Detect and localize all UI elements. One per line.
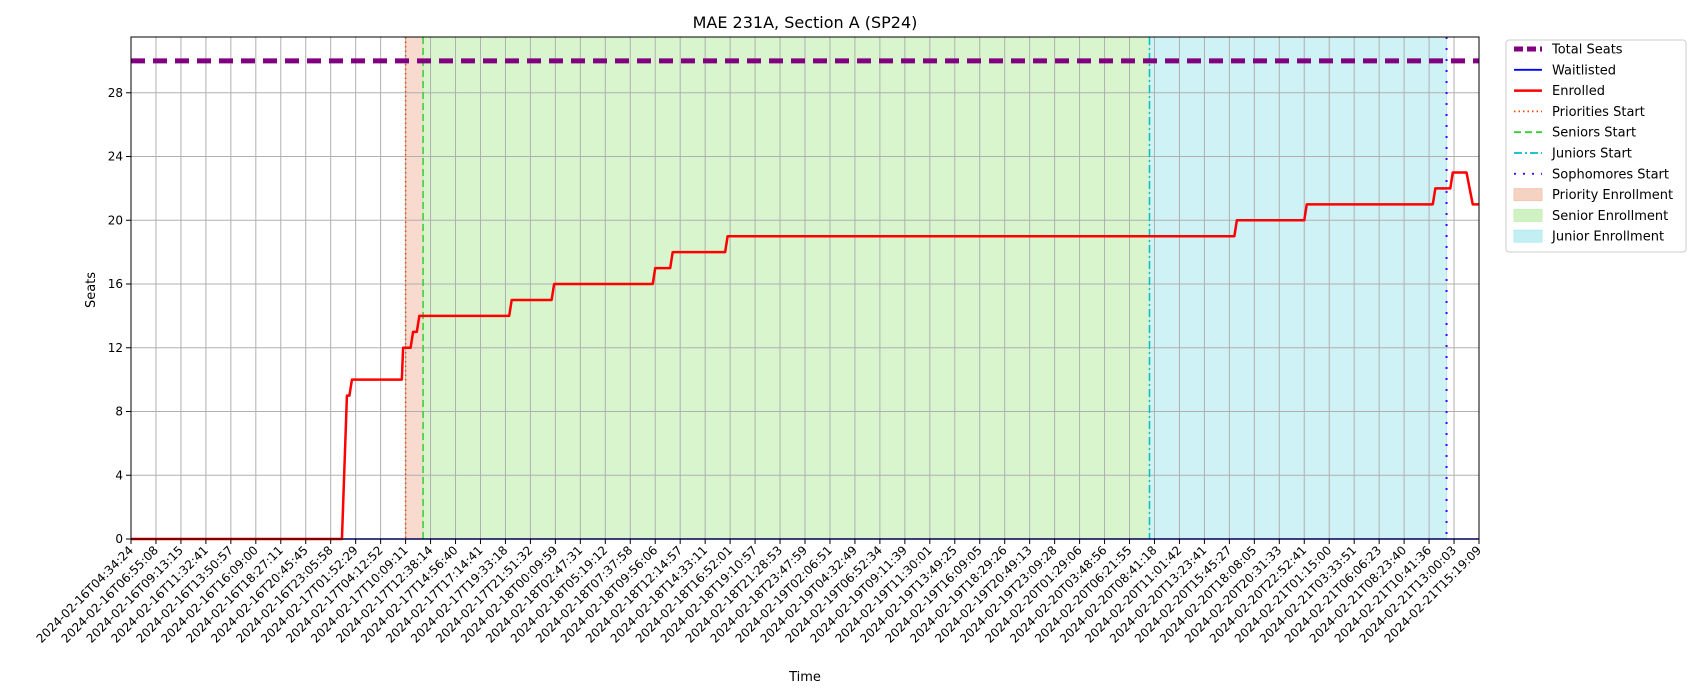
legend-label: Junior Enrollment xyxy=(1551,230,1664,245)
legend-label: Senior Enrollment xyxy=(1552,209,1668,224)
legend-label: Seniors Start xyxy=(1552,126,1636,141)
legend-swatch xyxy=(1513,188,1543,202)
legend-label: Priority Enrollment xyxy=(1552,188,1673,203)
y-tick-label: 28 xyxy=(108,86,123,100)
y-tick-label: 16 xyxy=(108,277,123,291)
x-axis-label: Time xyxy=(788,670,821,685)
legend-label: Enrolled xyxy=(1552,84,1605,99)
y-tick-label: 20 xyxy=(108,213,123,227)
chart-title: MAE 231A, Section A (SP24) xyxy=(693,13,918,32)
legend-box xyxy=(1505,39,1687,253)
y-tick-label: 8 xyxy=(115,405,123,419)
y-tick-label: 24 xyxy=(108,150,123,164)
y-tick-label: 12 xyxy=(108,341,123,355)
legend-label: Juniors Start xyxy=(1551,147,1632,162)
y-axis-label: Seats xyxy=(84,272,99,308)
legend-label: Sophomores Start xyxy=(1552,167,1669,182)
legend-label: Waitlisted xyxy=(1552,63,1616,78)
period-band-1 xyxy=(422,36,1150,540)
period-band-0 xyxy=(405,36,424,540)
y-tick-label: 4 xyxy=(115,468,123,482)
legend-label: Total Seats xyxy=(1551,43,1623,58)
legend-swatch xyxy=(1513,229,1543,243)
legend-swatch xyxy=(1513,208,1543,222)
y-tick-label: 0 xyxy=(115,532,123,546)
series-line-2 xyxy=(131,171,1479,541)
period-band-2 xyxy=(1148,36,1448,540)
legend-label: Priorities Start xyxy=(1552,105,1645,120)
